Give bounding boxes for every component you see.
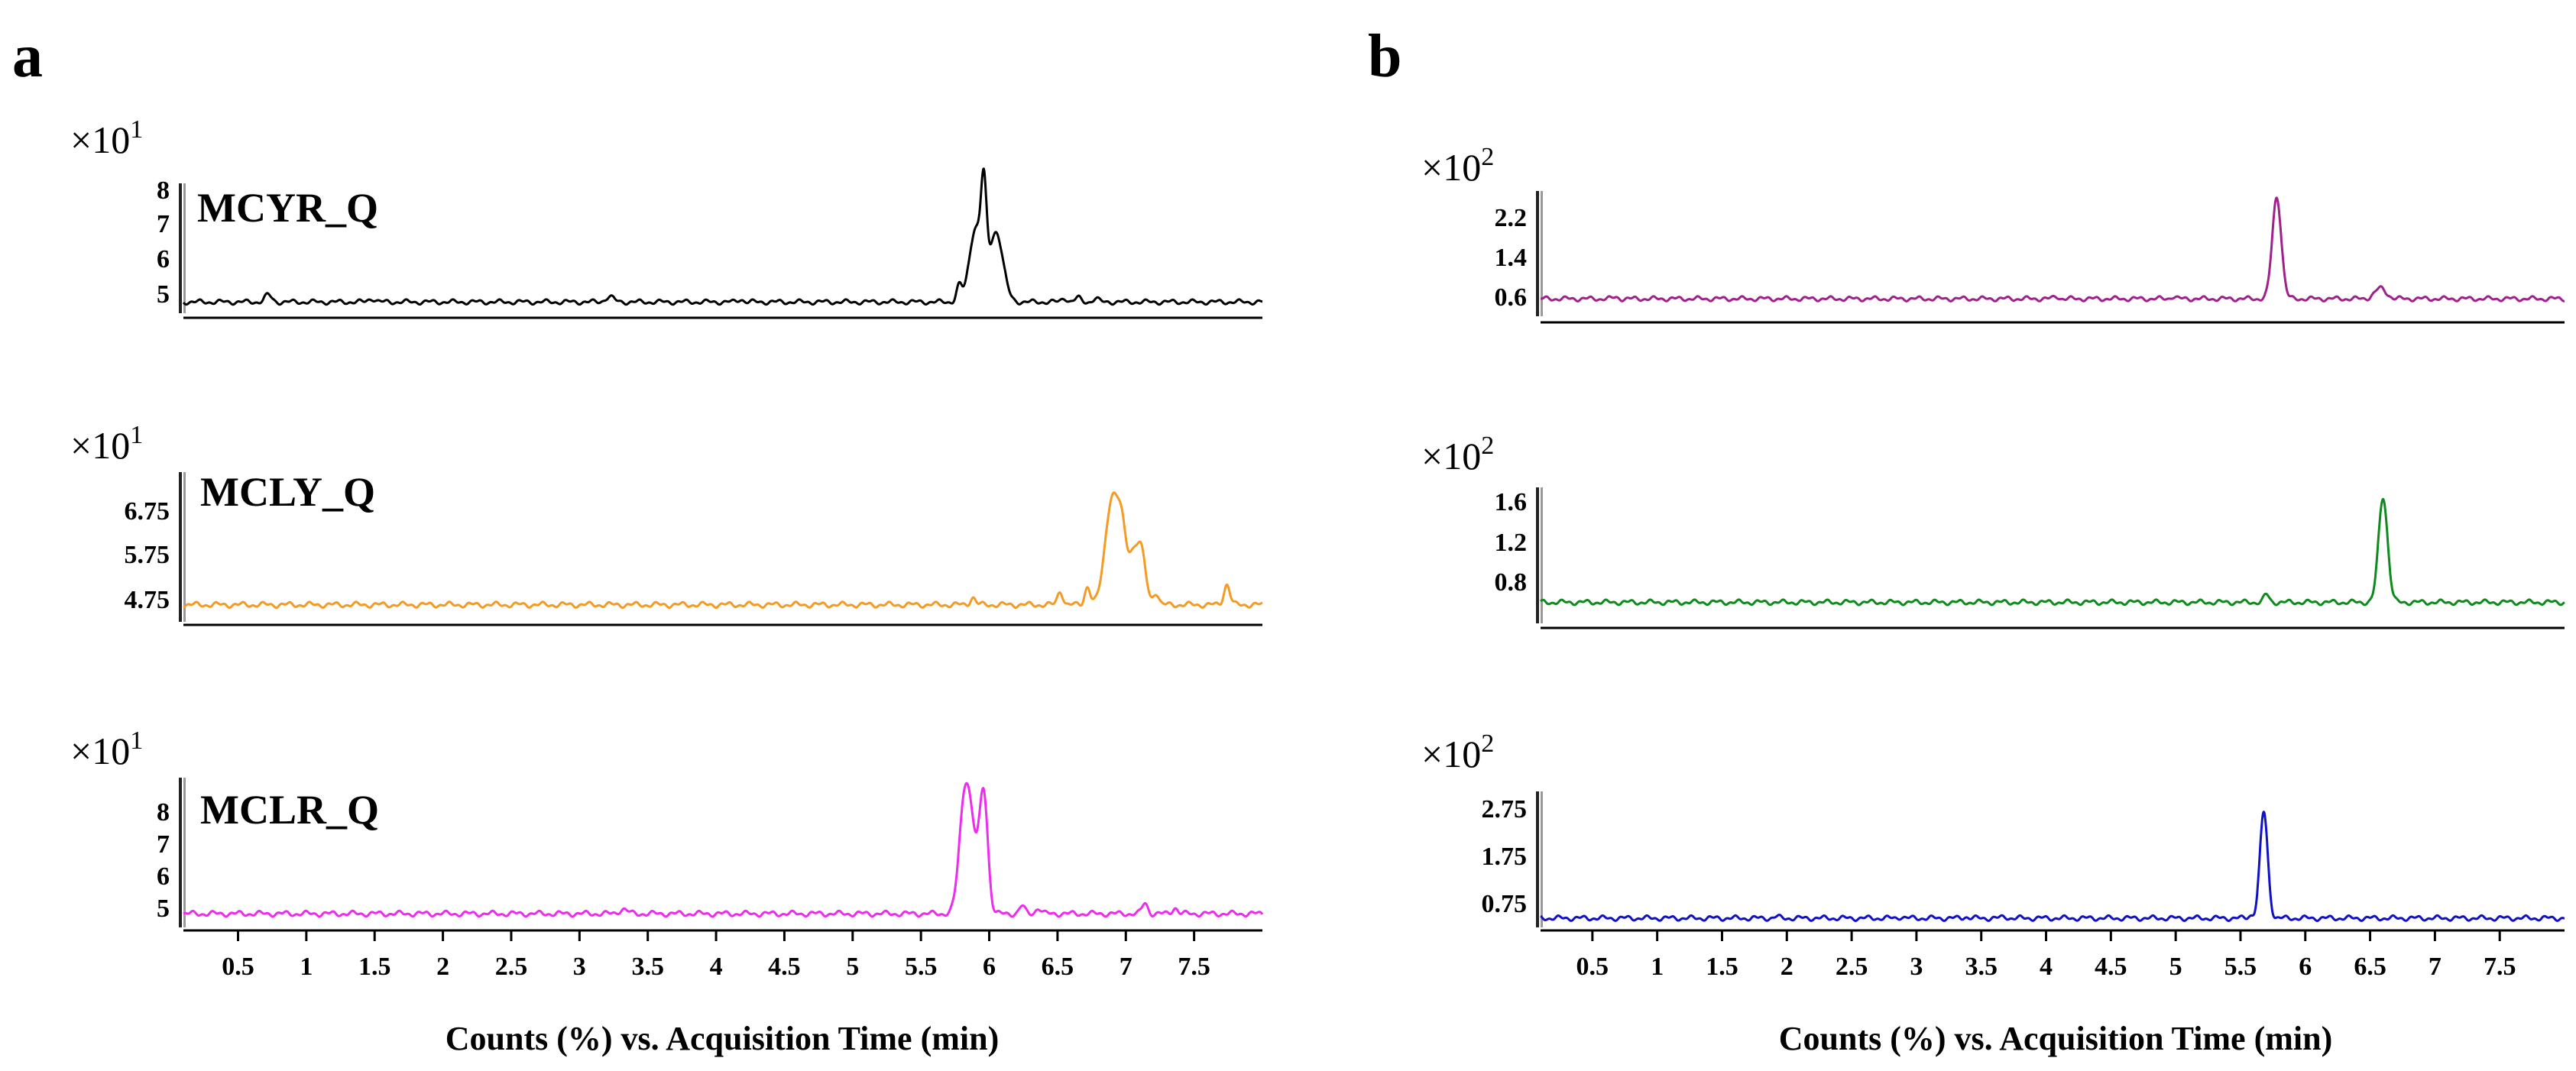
y-axis-frame-shadow — [183, 778, 186, 927]
multiplier-b2: ×102 — [1421, 432, 1494, 477]
x-axis-title-b: Counts (%) vs. Acquisition Time (min) — [1779, 1020, 2332, 1057]
series-line-mcyr — [182, 167, 1263, 306]
y-tick-label: 7 — [157, 210, 170, 238]
y-tick-label: 0.8 — [1495, 568, 1528, 597]
y-tick-label: 1.6 — [1495, 488, 1528, 516]
x-tick-label: 0.5 — [222, 953, 254, 981]
panel-a: a ×101 MCYR_Q 8 7 6 5 ×101 MCLY_Q 6.75 5… — [12, 23, 1264, 1057]
x-tick-label: 6 — [2299, 953, 2312, 981]
y-tick-label: 5 — [157, 895, 170, 923]
y-tick-label: 6.75 — [125, 497, 170, 526]
y-axis-frame-shadow — [1541, 191, 1543, 316]
y-axis-frame — [179, 472, 182, 622]
y-tick-label: 5.75 — [125, 541, 170, 569]
chart-b3: ×102 2.75 1.75 0.75 — [1421, 730, 2565, 932]
x-axis-a: 0.5 1 1.5 2 2.5 3 3.5 4 4.5 5 5.5 6 6.5 … — [222, 930, 1210, 981]
y-axis-frame-shadow — [1541, 487, 1543, 623]
y-axis-frame-shadow — [183, 472, 186, 622]
x-tick-label: 1.5 — [358, 953, 391, 981]
x-tick-label: 3.5 — [631, 953, 664, 981]
x-tick-label: 6.5 — [2354, 953, 2386, 981]
multiplier-a2: ×101 — [70, 421, 143, 467]
panel-b: b ×102 2.2 1.4 0.6 ×102 1.6 1.2 0.8 ×102 — [1368, 23, 2565, 1057]
x-tick-label: 7.5 — [1178, 953, 1210, 981]
y-axis-frame-shadow — [1541, 791, 1543, 927]
x-tick-label: 5.5 — [2224, 953, 2257, 981]
x-tick-label: 7 — [1120, 953, 1132, 981]
y-tick-label: 6 — [157, 245, 170, 273]
y-tick-label: 2.2 — [1495, 204, 1528, 232]
y-axis-frame — [179, 183, 182, 313]
chart-b1: ×102 2.2 1.4 0.6 — [1421, 143, 2565, 324]
x-tick-label: 2.5 — [495, 953, 528, 981]
panel-b-letter: b — [1368, 23, 1402, 90]
x-tick-label: 5 — [846, 953, 859, 981]
x-tick-label: 2.5 — [1836, 953, 1868, 981]
x-tick-label: 5 — [2169, 953, 2182, 981]
multiplier-a1: ×101 — [70, 115, 143, 161]
x-tick-label: 1 — [1651, 953, 1664, 981]
x-axis-title-a: Counts (%) vs. Acquisition Time (min) — [446, 1020, 999, 1057]
x-tick-label: 4 — [710, 953, 723, 981]
compound-label: MCYR_Q — [197, 185, 378, 231]
panel-a-letter: a — [12, 23, 43, 90]
multiplier-b1: ×102 — [1421, 143, 1494, 189]
y-tick-label: 1.75 — [1482, 843, 1528, 871]
series-line-mcly — [183, 491, 1263, 609]
x-tick-label: 0.5 — [1576, 953, 1609, 981]
x-tick-label: 2 — [436, 953, 449, 981]
y-tick-label: 1.2 — [1495, 529, 1528, 557]
x-tick-label: 6.5 — [1042, 953, 1074, 981]
compound-label: MCLY_Q — [200, 469, 375, 515]
x-tick-label: 3.5 — [1965, 953, 1998, 981]
x-tick-label: 4.5 — [2095, 953, 2127, 981]
multiplier-b3: ×102 — [1421, 730, 1494, 775]
y-axis-frame-shadow — [183, 183, 186, 313]
y-axis-frame — [179, 778, 182, 927]
x-tick-label: 5.5 — [905, 953, 938, 981]
x-tick-label: 1 — [300, 953, 313, 981]
y-axis-frame — [1536, 791, 1539, 927]
y-tick-label: 6 — [157, 862, 170, 891]
x-tick-label: 3 — [1910, 953, 1923, 981]
x-tick-marks — [236, 930, 1196, 941]
x-tick-label: 6 — [983, 953, 996, 981]
x-tick-label: 4 — [2040, 953, 2053, 981]
chart-a3: ×101 MCLR_Q 8 7 6 5 — [70, 726, 1264, 932]
x-tick-label: 2 — [1781, 953, 1793, 981]
x-axis-b: 0.5 1 1.5 2 2.5 3 3.5 4 4.5 5 5.5 6 6.5 … — [1576, 930, 2516, 981]
y-axis-frame — [1536, 487, 1539, 623]
y-tick-label: 8 — [157, 176, 170, 205]
y-tick-label: 1.4 — [1495, 244, 1528, 272]
x-tick-label: 7.5 — [2484, 953, 2516, 981]
chart-b2: ×102 1.6 1.2 0.8 — [1421, 432, 2565, 629]
y-axis-frame — [1536, 191, 1539, 316]
series-line-green — [1540, 497, 2565, 607]
multiplier-a3: ×101 — [70, 726, 143, 772]
chart-a1: ×101 MCYR_Q 8 7 6 5 — [70, 115, 1263, 319]
x-tick-label: 1.5 — [1706, 953, 1738, 981]
compound-label: MCLR_Q — [200, 787, 379, 833]
series-line-purple — [1540, 196, 2565, 303]
y-tick-label: 7 — [157, 830, 170, 859]
series-line-mclr — [183, 781, 1264, 918]
x-tick-label: 7 — [2429, 953, 2442, 981]
x-tick-label: 3 — [573, 953, 586, 981]
y-tick-label: 0.75 — [1482, 890, 1528, 918]
y-tick-label: 2.75 — [1482, 795, 1528, 823]
x-tick-marks — [1591, 930, 2501, 941]
chart-a2: ×101 MCLY_Q 6.75 5.75 4.75 — [70, 421, 1263, 626]
y-tick-label: 0.6 — [1495, 283, 1528, 312]
y-tick-label: 4.75 — [125, 586, 170, 614]
y-tick-label: 5 — [157, 280, 170, 309]
x-tick-label: 4.5 — [768, 953, 801, 981]
series-line-blue — [1540, 811, 2565, 922]
y-tick-label: 8 — [157, 798, 170, 827]
